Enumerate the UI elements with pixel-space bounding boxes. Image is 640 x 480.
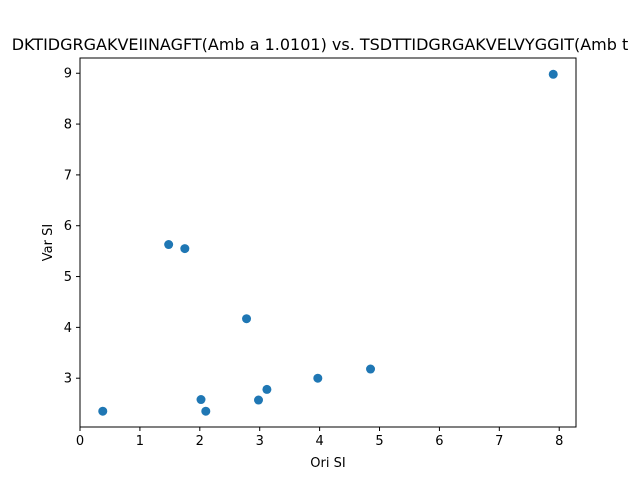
scatter-point <box>366 364 376 374</box>
x-tick-label: 8 <box>555 434 563 449</box>
y-tick-label: 5 <box>64 270 72 285</box>
scatter-point <box>254 395 264 405</box>
y-tick-label: 3 <box>64 372 72 387</box>
scatter-point <box>313 373 323 383</box>
y-axis-label: Var SI <box>41 224 56 261</box>
plot-frame <box>79 57 577 428</box>
scatter-point <box>196 395 206 405</box>
x-axis-label: Ori SI <box>310 456 345 471</box>
x-tick-label: 5 <box>375 434 383 449</box>
y-tick-label: 4 <box>64 321 72 336</box>
x-tick-label: 6 <box>435 434 443 449</box>
x-tick-label: 7 <box>495 434 503 449</box>
scatter-point <box>180 244 190 254</box>
y-tick-label: 8 <box>64 118 72 133</box>
scatter-point <box>98 406 108 416</box>
x-tick-label: 0 <box>76 434 84 449</box>
chart-title: DKTIDGRGAKVEIINAGFT(Amb a 1.0101) vs. TS… <box>12 35 629 54</box>
y-tick-label: 7 <box>64 168 72 183</box>
scatter-point <box>548 69 558 79</box>
y-tick-label: 9 <box>64 67 72 82</box>
scatter-point <box>242 314 252 324</box>
x-tick-label: 3 <box>256 434 264 449</box>
scatter-point <box>164 240 174 250</box>
scatter-point <box>262 384 272 394</box>
x-tick-label: 2 <box>196 434 204 449</box>
x-tick-label: 1 <box>136 434 144 449</box>
axis-ticks: 0 1 2 3 4 5 6 7 8 3 4 5 6 7 8 9 <box>64 67 564 449</box>
y-tick-label: 6 <box>64 219 72 234</box>
data-points <box>98 69 558 416</box>
x-tick-label: 4 <box>315 434 323 449</box>
scatter-point <box>201 406 211 416</box>
